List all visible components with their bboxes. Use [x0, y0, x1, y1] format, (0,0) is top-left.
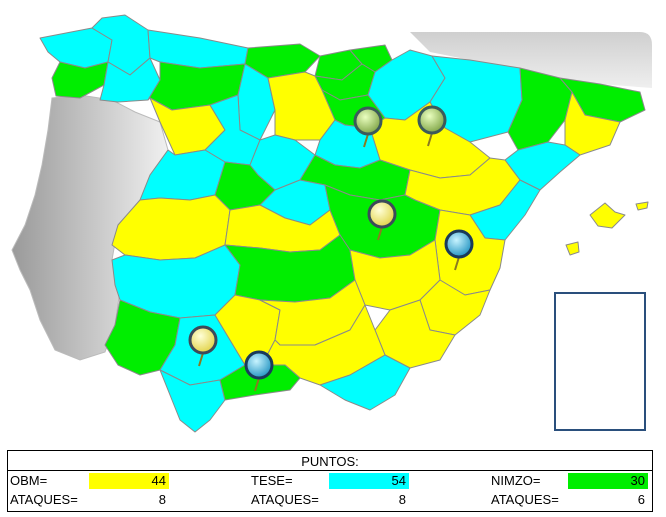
marker-valencia[interactable]: [444, 229, 474, 271]
france: [410, 32, 652, 88]
tese-attacks: 8: [398, 492, 406, 507]
nimzo-attacks: 6: [637, 492, 645, 507]
marker-sevilla[interactable]: [188, 325, 218, 367]
tese-attacks-label: ATAQUES=: [251, 492, 319, 507]
marker-malaga[interactable]: [244, 350, 274, 392]
marker-huesca[interactable]: [417, 105, 447, 147]
province-cadiz: [159, 369, 226, 433]
tese-points: 54: [329, 473, 409, 489]
island-menorca: [635, 201, 649, 211]
obm-attacks-label: ATAQUES=: [10, 492, 78, 507]
province-pontevedra: [51, 61, 109, 99]
obm-label: OBM=: [10, 473, 48, 488]
marker-cuenca[interactable]: [367, 199, 397, 241]
province-barcelona: [564, 91, 621, 156]
nimzo-attacks-label: ATAQUES=: [491, 492, 559, 507]
tese-label: TESE=: [251, 473, 293, 488]
island-mallorca: [589, 202, 626, 229]
points-title: PUNTOS:: [301, 454, 359, 469]
nimzo-label: NIMZO=: [491, 473, 541, 488]
nimzo-points: 30: [568, 473, 648, 489]
spain-map: [11, 14, 652, 433]
province-huesca: [429, 55, 523, 143]
points-table: PUNTOS: OBM= 44 ATAQUES= 8 TESE= 54 ATAQ…: [7, 450, 653, 512]
province-huelva: [104, 299, 181, 376]
obm-attacks: 8: [158, 492, 166, 507]
island-ibiza: [565, 241, 580, 256]
obm-points: 44: [89, 473, 169, 489]
marker-navarra[interactable]: [353, 106, 383, 148]
empty-legend-box: [554, 292, 646, 431]
province-almeria: [319, 354, 411, 411]
